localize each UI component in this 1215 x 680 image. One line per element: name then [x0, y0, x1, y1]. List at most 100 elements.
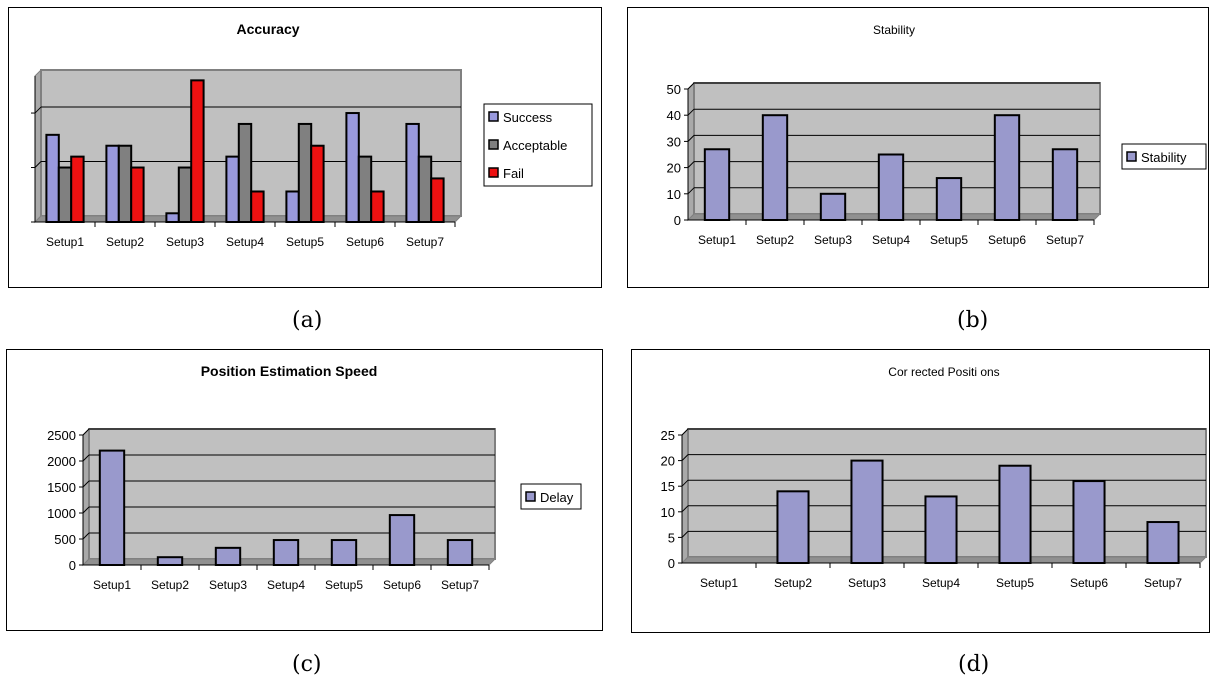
x-category-label: Setup4	[267, 578, 305, 592]
bar-fail	[70, 155, 85, 223]
legend-swatch	[488, 167, 499, 178]
y-tick-label: 2000	[47, 454, 76, 469]
gridline-side	[687, 108, 695, 116]
plot-area	[88, 428, 496, 560]
x-category-label: Setup3	[848, 576, 886, 590]
bar-fail	[370, 190, 385, 224]
bar-value	[1072, 480, 1106, 564]
chart-svg-stability: Stability 0 10 20 30 40 50 Setup1 Setup2 Setup3 Se…	[667, 23, 1207, 247]
bar-stability	[877, 153, 905, 221]
gridline-side	[82, 428, 90, 436]
x-category-label: Setup6	[383, 578, 421, 592]
y-tick-label: 0	[674, 213, 681, 228]
gridline-side	[681, 479, 689, 487]
chart-title: Accuracy	[236, 21, 299, 37]
y-tick-label: 20	[667, 161, 681, 176]
legend-label: Delay	[540, 490, 574, 505]
chart-frame-speed: Position Estimation Speed 0 500 1000 1500 200…	[6, 349, 603, 631]
chart-title: Position Estimation Speed	[201, 363, 378, 379]
x-category-label: Setup7	[441, 578, 479, 592]
gridline-side	[82, 532, 90, 540]
bar-value	[998, 464, 1032, 564]
chart-frame-accuracy: Accuracy Setup1 Setup2 Setup3 Setup4 Setup5 Se…	[8, 7, 602, 288]
x-category-label: Setup2	[774, 576, 812, 590]
x-category-label: Setup4	[922, 576, 960, 590]
y-tick-label: 15	[661, 479, 675, 494]
x-category-label: Setup4	[226, 235, 264, 249]
bar-fail	[430, 177, 445, 223]
bar-delay	[214, 546, 242, 566]
bar-stability	[819, 192, 847, 222]
x-category-label: Setup5	[286, 235, 324, 249]
bar-delay	[388, 514, 416, 566]
x-category-label: Setup1	[698, 233, 736, 247]
gridline-side	[681, 428, 689, 436]
y-tick-label: 25	[661, 428, 675, 443]
gridline-side	[681, 505, 689, 513]
x-category-label: Setup2	[756, 233, 794, 247]
gridline-side	[82, 454, 90, 462]
x-category-label: Setup7	[1144, 576, 1182, 590]
x-category-label: Setup4	[872, 233, 910, 247]
y-tick-label: 2500	[47, 428, 76, 443]
x-category-label: Setup6	[988, 233, 1026, 247]
x-category-label: Setup2	[151, 578, 189, 592]
y-tick-label: 0	[69, 558, 76, 573]
bar-stability	[935, 177, 963, 221]
legend-swatch	[488, 139, 499, 150]
bar-acceptable	[177, 166, 193, 223]
x-category-label: Setup7	[1046, 233, 1084, 247]
bar-success	[405, 122, 420, 223]
gridline-side	[681, 454, 689, 461]
bar-value	[1146, 521, 1180, 564]
bar-delay	[156, 556, 184, 566]
bar-success	[225, 155, 240, 223]
y-tick-label: 20	[661, 454, 675, 469]
x-category-label: Setup3	[166, 235, 204, 249]
x-category-label: Setup6	[346, 235, 384, 249]
bar-acceptable	[117, 144, 133, 223]
y-tick-label: 500	[54, 532, 76, 547]
bar-fail	[190, 79, 205, 223]
x-category-label: Setup3	[814, 233, 852, 247]
legend-swatch	[1126, 151, 1137, 162]
bar-fail	[250, 190, 265, 224]
bar-delay	[330, 539, 358, 566]
chart-svg-accuracy: Accuracy Setup1 Setup2 Setup3 Setup4 Setup5 Se…	[31, 21, 593, 249]
bar-fail	[310, 144, 325, 223]
chart-frame-corrected: Cor rected Positi ons 0 5 10 15 20 25 Setup1 Set…	[631, 349, 1210, 633]
chart-title: Stability	[873, 23, 915, 37]
bar-stability	[703, 148, 731, 221]
x-category-label: Setup2	[106, 235, 144, 249]
bar-acceptable	[357, 155, 373, 223]
bar-delay	[272, 539, 300, 566]
x-category-label: Setup1	[700, 576, 738, 590]
caption-b: (b)	[957, 308, 989, 333]
y-tick-label: 30	[667, 134, 681, 149]
y-tick-label: 10	[661, 505, 675, 520]
gridline-side	[681, 531, 689, 538]
bar-acceptable	[417, 155, 433, 223]
gridline-side	[34, 106, 42, 114]
bar-value	[850, 459, 884, 564]
y-tick-label: 1000	[47, 506, 76, 521]
legend-swatch	[488, 111, 499, 122]
bar-stability	[761, 114, 789, 221]
x-category-label: Setup1	[46, 235, 84, 249]
bar-fail	[130, 166, 145, 223]
chart-frame-stability: Stability 0 10 20 30 40 50 Setup1 Setup2 Setup3 Se…	[627, 7, 1209, 288]
legend-label: Stability	[1141, 150, 1187, 165]
x-category-label: Setup7	[406, 235, 444, 249]
bar-success	[45, 133, 60, 223]
chart-svg-corrected: Cor rected Positi ons 0 5 10 15 20 25 Setup1 Set…	[661, 365, 1208, 590]
chart-title: Cor rected Positi ons	[888, 365, 999, 379]
y-tick-label: 0	[668, 556, 675, 571]
y-tick-label: 50	[667, 82, 681, 97]
x-category-label: Setup3	[209, 578, 247, 592]
caption-c: (c)	[292, 652, 322, 677]
gridline-side	[687, 135, 695, 142]
y-tick-label: 1500	[47, 480, 76, 495]
bar-acceptable	[297, 122, 313, 223]
bar-success	[345, 112, 360, 223]
bar-success	[105, 144, 120, 223]
